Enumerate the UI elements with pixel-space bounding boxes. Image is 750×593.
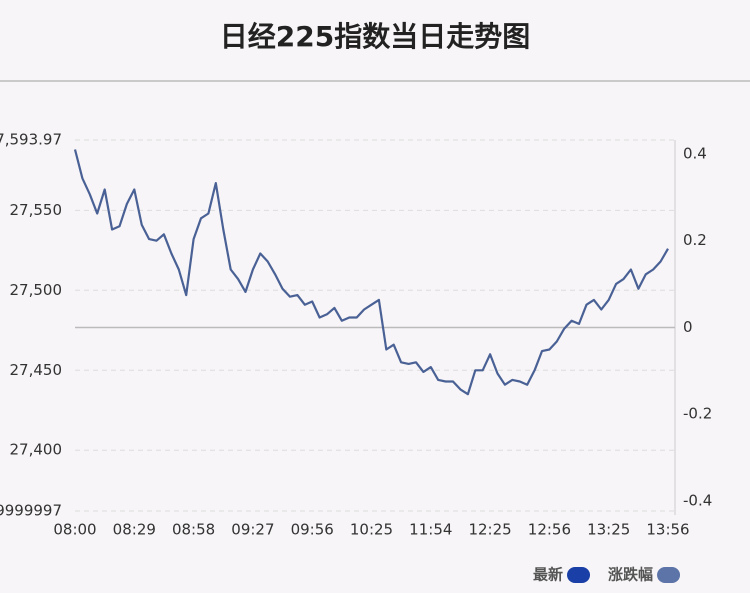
x-tick-label: 09:27	[231, 521, 274, 539]
x-tick-label: 13:25	[587, 521, 630, 539]
x-tick-label: 08:58	[172, 521, 215, 539]
y-tick-label: 9999997	[0, 502, 62, 520]
x-tick-label: 11:54	[409, 521, 452, 539]
chart-title: 日经225指数当日走势图	[220, 20, 530, 53]
x-tick-label: 10:25	[350, 521, 393, 539]
legend-label: 涨跌幅	[608, 566, 653, 584]
y-tick-label: 7,593.97	[0, 131, 62, 149]
y2-tick-label: 0.4	[683, 144, 707, 162]
y-tick-label: 27,500	[10, 281, 63, 299]
legend-label: 最新	[533, 566, 563, 584]
x-tick-label: 08:29	[113, 521, 156, 539]
price-line	[73, 149, 669, 396]
y-tick-label: 27,400	[10, 441, 63, 459]
legend-swatch	[567, 567, 591, 583]
x-tick-label: 12:25	[468, 521, 511, 539]
y2-tick-label: 0.2	[683, 231, 707, 249]
y2-tick-label: 0	[683, 318, 693, 336]
x-tick-label: 09:56	[291, 521, 334, 539]
legend-swatch	[657, 567, 681, 583]
y-tick-label: 27,450	[10, 361, 63, 379]
y2-tick-label: -0.2	[683, 405, 712, 423]
x-tick-label: 12:56	[528, 521, 571, 539]
x-tick-label: 08:00	[53, 521, 96, 539]
x-tick-label: 13:56	[646, 521, 689, 539]
y2-tick-label: -0.4	[683, 492, 712, 510]
y-tick-label: 27,550	[10, 201, 63, 219]
